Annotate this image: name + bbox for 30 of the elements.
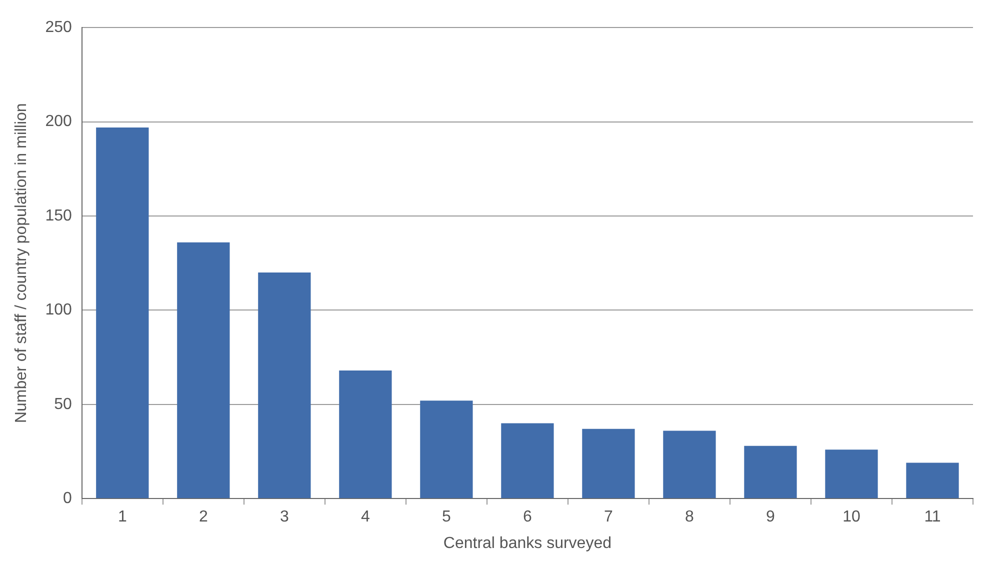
x-tick-label: 1 bbox=[118, 508, 127, 526]
y-tick-label: 50 bbox=[54, 396, 72, 413]
bar bbox=[258, 272, 311, 498]
y-tick-label: 100 bbox=[45, 302, 72, 319]
bar bbox=[906, 462, 959, 498]
x-tick-label: 8 bbox=[685, 508, 694, 526]
x-tick-label: 11 bbox=[924, 508, 941, 526]
x-tick-label: 3 bbox=[280, 508, 289, 526]
y-axis-title: Number of staff / country population in million bbox=[13, 103, 30, 424]
y-tick-label: 0 bbox=[62, 490, 72, 508]
x-tick-label: 2 bbox=[198, 508, 208, 526]
x-tick-label: 6 bbox=[522, 508, 532, 526]
x-tick-label: 7 bbox=[604, 508, 614, 526]
bar bbox=[96, 127, 149, 498]
x-tick-label: 5 bbox=[442, 508, 451, 526]
x-tick-label: 9 bbox=[766, 508, 776, 526]
x-axis-title: Central banks surveyed bbox=[443, 534, 612, 552]
bar bbox=[744, 446, 797, 498]
y-tick-label: 200 bbox=[45, 113, 72, 130]
x-tick-label: 4 bbox=[360, 508, 370, 526]
y-tick-label: 250 bbox=[45, 19, 72, 36]
bar bbox=[582, 428, 635, 498]
bar bbox=[420, 400, 473, 498]
y-tick-label: 150 bbox=[45, 207, 72, 224]
bar bbox=[825, 450, 878, 498]
bar bbox=[663, 430, 716, 498]
bar bbox=[501, 423, 554, 498]
bar bbox=[177, 242, 230, 498]
bar bbox=[339, 370, 392, 498]
x-tick-label: 10 bbox=[842, 508, 860, 526]
